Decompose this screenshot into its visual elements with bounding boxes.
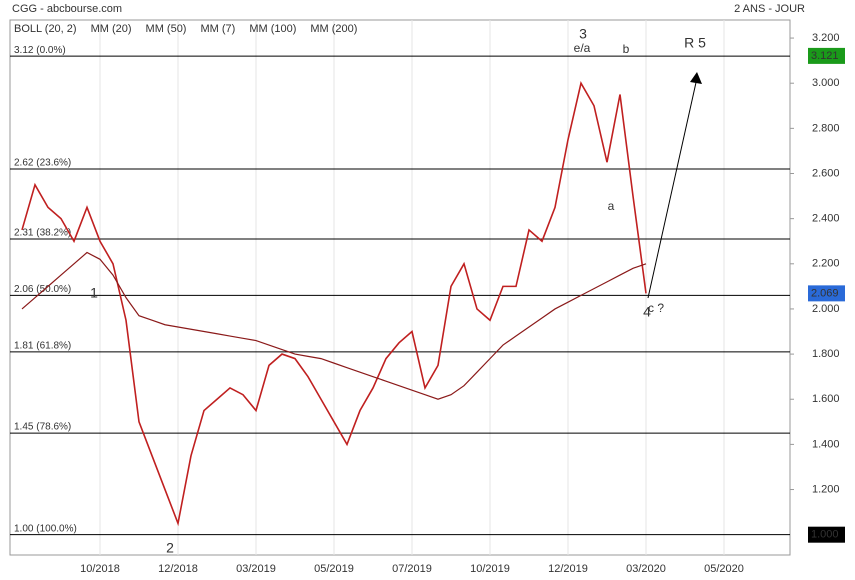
x-tick-label: 12/2018 [158, 563, 198, 575]
price-flag [808, 47, 845, 64]
x-tick-label: 10/2019 [470, 563, 510, 575]
legend-entry: MM (100) [249, 23, 296, 35]
y-tick-label: 1.600 [812, 393, 840, 405]
annotation: 2 [166, 540, 174, 556]
price-flag-label: 2.069 [811, 287, 839, 299]
annotation: e/a [574, 41, 591, 55]
plot-frame [9, 19, 791, 556]
legend-entry: MM (200) [310, 23, 357, 35]
fib-label: 3.12 (0.0%) [14, 45, 66, 56]
x-tick-label: 05/2019 [314, 563, 354, 575]
annotation: 3 [579, 26, 587, 42]
y-tick-label: 3.000 [812, 77, 840, 89]
y-tick-label: 3.200 [812, 32, 840, 44]
y-tick-label: 1.200 [812, 483, 840, 495]
annotation: a [608, 199, 615, 213]
fib-label: 1.81 (61.8%) [14, 340, 71, 351]
legend-entry: MM (50) [146, 23, 187, 35]
forecast-arrow [647, 77, 698, 299]
fib-label: 2.06 (50.0%) [14, 284, 71, 295]
y-tick-label: 2.200 [812, 258, 840, 270]
annotation: b [623, 42, 630, 56]
price-flag [808, 526, 845, 543]
series-line [21, 251, 647, 400]
annotation: 4 [643, 304, 651, 320]
fib-label: 1.45 (78.6%) [14, 422, 71, 433]
y-tick-label: 2.600 [812, 167, 840, 179]
price-flag-label: 3.121 [811, 50, 839, 62]
x-tick-label: 12/2019 [548, 563, 588, 575]
annotation: 1 [90, 285, 98, 301]
fib-label: 1.00 (100.0%) [14, 523, 77, 534]
chart-title: CGG - abcbourse.com [12, 3, 122, 15]
x-tick-label: 10/2018 [80, 563, 120, 575]
x-tick-label: 03/2019 [236, 563, 276, 575]
legend-entry: MM (7) [200, 23, 235, 35]
x-tick-label: 07/2019 [392, 563, 432, 575]
legend-entry: MM (20) [91, 23, 132, 35]
x-tick-label: 05/2020 [704, 563, 744, 575]
legend-entry: BOLL (20, 2) [14, 23, 77, 35]
y-tick-label: 2.000 [812, 303, 840, 315]
y-tick-label: 1.400 [812, 438, 840, 450]
price-flag [808, 285, 845, 302]
y-tick-label: 2.400 [812, 213, 840, 225]
y-tick-label: 1.800 [812, 348, 840, 360]
y-tick-label: 2.800 [812, 122, 840, 134]
series-line [21, 81, 647, 527]
arrow-head [690, 72, 702, 84]
annotation: c ? [648, 301, 664, 315]
annotation: R 5 [684, 35, 706, 51]
price-flag-label: 1.000 [811, 529, 839, 541]
fib-label: 2.62 (23.6%) [14, 158, 71, 169]
chart-subtitle: 2 ANS - JOUR [734, 3, 805, 15]
x-tick-label: 03/2020 [626, 563, 666, 575]
fib-label: 2.31 (38.2%) [14, 228, 71, 239]
